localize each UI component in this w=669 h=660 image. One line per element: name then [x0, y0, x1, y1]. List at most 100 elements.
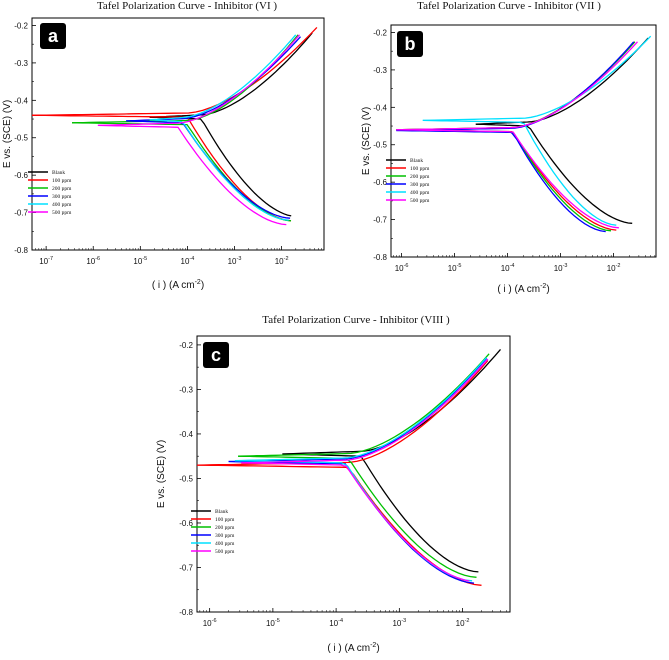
x-tick-label: 10-7	[39, 256, 53, 266]
y-tick-label: -0.5	[373, 141, 387, 150]
plot-frame	[196, 335, 511, 613]
series-anodic-branch	[97, 34, 300, 127]
chart-panel-c: Tafel Polarization Curve - Inhibitor (VI…	[140, 310, 540, 660]
panel-badge-label: b	[405, 34, 416, 54]
y-tick-label: -0.8	[14, 246, 28, 255]
series-anodic-branch	[234, 356, 488, 462]
panel-badge-label: c	[211, 345, 221, 365]
x-tick-label: 10-4	[329, 618, 343, 628]
series-anodic-branch	[422, 35, 652, 122]
y-tick-label: -0.2	[14, 21, 28, 30]
series-cathodic-branch	[396, 129, 619, 229]
x-tick-label: 10-5	[266, 618, 280, 628]
legend-label: 100 ppm	[52, 178, 72, 184]
legend-label: 400 ppm	[52, 202, 72, 208]
y-tick-label: -0.5	[14, 134, 28, 143]
x-axis-label: ( i ) (A cm-2)	[152, 279, 204, 291]
series-cathodic-branch	[31, 114, 292, 222]
series-cathodic-branch	[238, 455, 477, 578]
series-anodic-branch	[475, 37, 649, 125]
legend-label: 400 ppm	[410, 190, 430, 196]
y-tick-label: -0.3	[179, 385, 193, 394]
y-tick-label: -0.8	[373, 253, 387, 262]
series-cathodic-branch	[149, 119, 289, 221]
y-axis-label: E vs. (SCE) (V)	[156, 440, 167, 508]
series-anodic-branch	[241, 358, 489, 464]
plot-frame	[390, 24, 657, 258]
series-cathodic-branch	[396, 129, 606, 233]
legend-label: Blank	[52, 170, 65, 176]
panel-badge-label: a	[48, 26, 59, 46]
legend-label: 100 ppm	[410, 166, 430, 172]
legend-label: Blank	[410, 158, 423, 164]
y-tick-label: -0.4	[179, 430, 193, 439]
chart-panel-a: Tafel Polarization Curve - Inhibitor (VI…	[0, 0, 335, 300]
panel-badge	[203, 342, 229, 368]
series-cathodic-branch	[396, 129, 612, 232]
legend-label: 300 ppm	[215, 533, 235, 539]
legend-label: Blank	[215, 509, 228, 515]
series-anodic-branch	[71, 34, 299, 124]
y-tick-label: -0.5	[179, 474, 193, 483]
panel-badge	[397, 31, 423, 57]
series-anodic-branch	[149, 32, 313, 118]
series-anodic-branch	[196, 360, 489, 466]
plot-frame	[31, 17, 325, 251]
y-tick-label: -0.2	[373, 28, 387, 37]
y-tick-label: -0.4	[373, 103, 387, 112]
legend-label: 400 ppm	[215, 541, 235, 547]
x-tick-label: 10-3	[228, 256, 242, 266]
x-tick-label: 10-6	[86, 256, 100, 266]
chart-panel-b: Tafel Polarization Curve - Inhibitor (VI…	[335, 0, 669, 300]
series-cathodic-branch	[228, 460, 475, 584]
x-tick-label: 10-4	[181, 256, 195, 266]
legend-label: 200 ppm	[52, 186, 72, 192]
y-tick-label: -0.7	[14, 209, 28, 218]
y-tick-label: -0.4	[14, 96, 28, 105]
y-tick-label: -0.6	[179, 519, 193, 528]
legend-label: 500 ppm	[215, 549, 235, 555]
x-axis-label: ( i ) (A cm-2)	[497, 283, 549, 295]
series-anodic-branch	[396, 41, 635, 132]
y-tick-label: -0.7	[373, 216, 387, 225]
x-tick-label: 10-2	[456, 618, 470, 628]
series-anodic-branch	[126, 36, 301, 122]
series-anodic-branch	[396, 41, 638, 131]
legend-label: 100 ppm	[215, 517, 235, 523]
chart-title-c: Tafel Polarization Curve - Inhibitor (VI…	[262, 314, 450, 326]
x-tick-label: 10-4	[501, 263, 515, 273]
legend-label: 300 ppm	[52, 194, 72, 200]
chart-title-a: Tafel Polarization Curve - Inhibitor (VI…	[96, 0, 278, 12]
series-anodic-branch	[228, 357, 488, 463]
y-tick-label: -0.6	[14, 171, 28, 180]
y-tick-label: -0.7	[179, 563, 193, 572]
legend-label: 500 ppm	[52, 210, 72, 216]
x-tick-label: 10-3	[392, 618, 406, 628]
series-cathodic-branch	[475, 123, 633, 224]
y-axis-label: E vs. (SCE) (V)	[361, 107, 372, 175]
series-cathodic-branch	[422, 119, 617, 226]
x-tick-label: 10-2	[607, 263, 621, 273]
chart-c-svg: -0.8 -0.7 -0.6 -0.5 -0.4 -0.3 -0.2 10-6 10-5 10-4…	[156, 335, 511, 654]
series-cathodic-branch	[241, 462, 470, 582]
x-tick-label: 10-2	[275, 256, 289, 266]
y-axis-label: E vs. (SCE) (V)	[2, 100, 13, 168]
panel-badge	[40, 23, 66, 49]
x-tick-label: 10-3	[554, 263, 568, 273]
series-anodic-branch	[149, 34, 297, 121]
series-cathodic-branch	[234, 459, 473, 582]
legend-label: 300 ppm	[410, 182, 430, 188]
x-tick-label: 10-5	[448, 263, 462, 273]
y-tick-label: -0.3	[14, 59, 28, 68]
chart-b-svg: -0.8 -0.7 -0.6 -0.5 -0.4 -0.3 -0.2 10-6 10-5 10-4…	[361, 24, 657, 295]
y-tick-label: -0.2	[179, 341, 193, 350]
series-cathodic-branch	[71, 122, 292, 222]
y-tick-label: -0.3	[373, 66, 387, 75]
y-tick-label: -0.8	[179, 608, 193, 617]
series-cathodic-branch	[196, 464, 482, 586]
legend-label: 200 ppm	[410, 174, 430, 180]
series-anodic-branch	[238, 353, 490, 457]
x-axis-label: ( i ) (A cm-2)	[327, 642, 379, 654]
x-tick-label: 10-6	[395, 263, 409, 273]
x-tick-label: 10-6	[203, 618, 217, 628]
